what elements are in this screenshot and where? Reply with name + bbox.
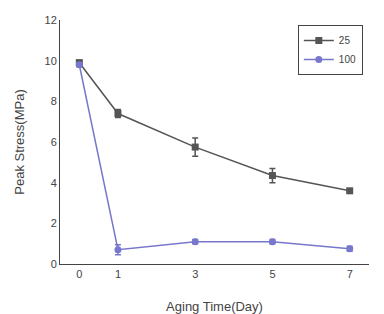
svg-text:25: 25 — [339, 35, 351, 46]
svg-text:100: 100 — [339, 54, 356, 65]
svg-text:3: 3 — [192, 268, 198, 280]
svg-text:2: 2 — [51, 217, 57, 229]
svg-text:1: 1 — [115, 268, 121, 280]
svg-text:Aging Time(Day): Aging Time(Day) — [166, 299, 263, 314]
svg-text:10: 10 — [45, 55, 57, 67]
svg-text:Peak Stress(MPa): Peak Stress(MPa) — [12, 89, 27, 194]
svg-text:7: 7 — [347, 268, 353, 280]
svg-text:0: 0 — [76, 268, 82, 280]
svg-text:5: 5 — [269, 268, 275, 280]
svg-text:8: 8 — [51, 95, 57, 107]
svg-text:6: 6 — [51, 136, 57, 148]
svg-text:0: 0 — [51, 258, 57, 270]
svg-text:4: 4 — [51, 177, 57, 189]
svg-text:12: 12 — [45, 14, 57, 26]
